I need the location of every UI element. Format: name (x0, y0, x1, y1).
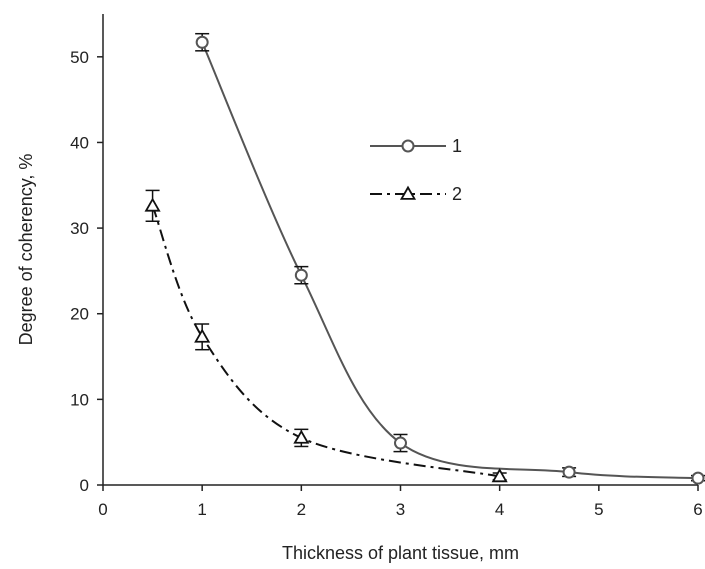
x-tick-label: 3 (396, 500, 405, 519)
y-tick-label: 0 (80, 476, 89, 495)
x-tick-label: 2 (297, 500, 306, 519)
data-point-legend (401, 139, 415, 153)
y-tick-label: 40 (70, 133, 89, 152)
data-point-3 (491, 468, 508, 483)
x-tick-label: 4 (495, 500, 504, 519)
data-point-3 (562, 465, 576, 479)
legend-label: 2 (452, 184, 462, 204)
data-point-2 (394, 436, 407, 450)
x-ticks: 0 1 2 3 4 5 6 (98, 485, 703, 519)
y-tick-label: 20 (70, 305, 89, 324)
y-axis-label: Degree of coherency, % (16, 154, 36, 346)
data-point-1 (294, 268, 308, 282)
x-tick-label: 1 (197, 500, 206, 519)
data-point-2 (293, 429, 310, 444)
x-tick-label: 6 (693, 500, 702, 519)
y-ticks: 0 10 20 30 40 50 (70, 48, 103, 495)
y-tick-label: 50 (70, 48, 89, 67)
data-point-0 (195, 35, 209, 49)
series-1 (195, 32, 705, 485)
y-tick-label: 30 (70, 219, 89, 238)
legend-item-2: 2 (370, 184, 462, 204)
legend: 12 (370, 136, 462, 204)
legend-item-1: 1 (370, 136, 462, 156)
series-2 (144, 189, 508, 483)
y-tick-label: 10 (70, 390, 89, 409)
data-point-4 (691, 471, 705, 485)
x-tick-label: 5 (594, 500, 603, 519)
data-point-legend (399, 185, 417, 200)
series-line-2 (151, 205, 500, 478)
legend-label: 1 (452, 136, 462, 156)
series-layer (144, 32, 705, 485)
x-tick-label: 0 (98, 500, 107, 519)
x-axis-label: Thickness of plant tissue, mm (282, 543, 519, 563)
data-point-1 (194, 328, 211, 343)
data-point-0 (144, 197, 161, 212)
series-line-1 (201, 41, 699, 480)
